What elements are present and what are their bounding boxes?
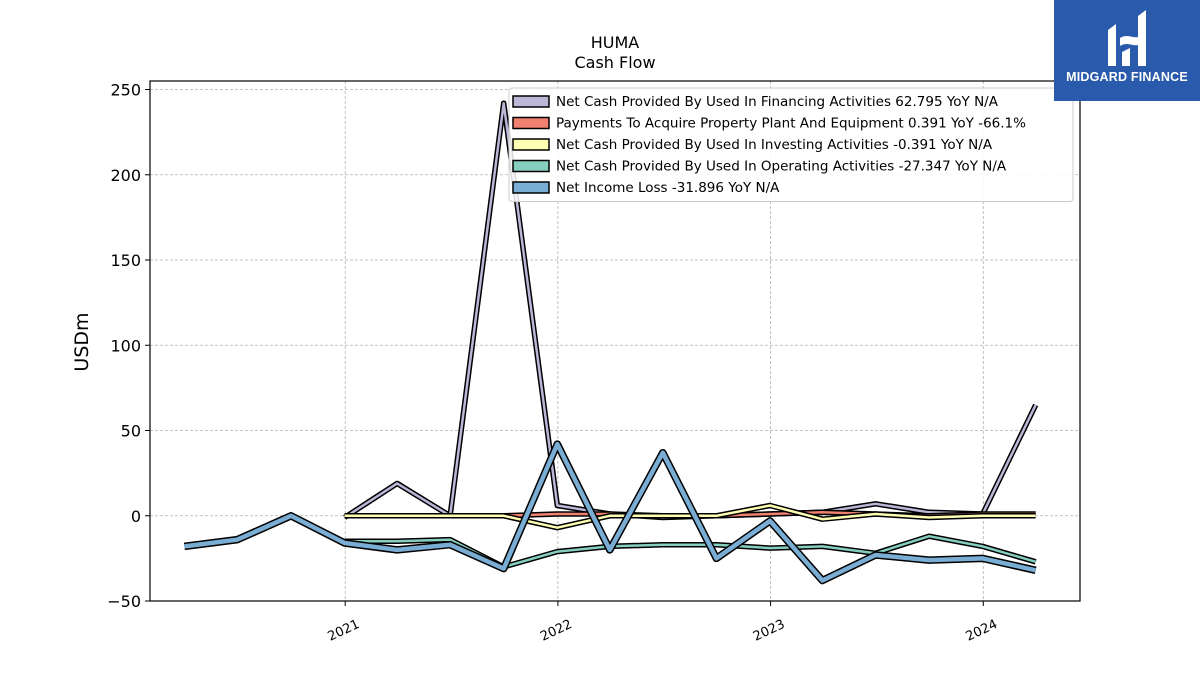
x-tick-label: 2022 (538, 617, 574, 645)
legend: Net Cash Provided By Used In Financing A… (508, 87, 1074, 202)
y-tick-label: 0 (131, 507, 141, 526)
x-tick-label: 2024 (964, 617, 1000, 645)
legend-swatch (512, 159, 550, 173)
legend-label: Net Cash Provided By Used In Investing A… (556, 137, 993, 153)
legend-label: Payments To Acquire Property Plant And E… (556, 116, 1026, 132)
legend-label: Net Cash Provided By Used In Operating A… (556, 159, 1007, 175)
chart-title: HUMA (591, 33, 640, 52)
series-line (344, 534, 1037, 569)
y-tick-label: 200 (110, 166, 141, 185)
series-net-income-loss (183, 440, 1037, 585)
legend-swatch (512, 95, 550, 108)
series-net-cash-provided-by-used-in-investing-activities (344, 502, 1036, 531)
legend-label: Net Cash Provided By Used In Financing A… (556, 94, 999, 110)
logo-brand-text: MIDGARD FINANCE (1066, 70, 1188, 84)
legend-box (508, 87, 1074, 202)
legend-swatch (512, 116, 550, 130)
series-layer (183, 100, 1039, 585)
legend-swatch (512, 181, 550, 194)
x-tick-label: 2023 (751, 617, 787, 645)
y-tick-label: −50 (107, 592, 141, 611)
plot-frame (149, 80, 1081, 602)
legend-swatch (512, 138, 550, 151)
y-tick-label: 250 (110, 81, 141, 100)
series-line (344, 504, 1036, 529)
series-net-cash-provided-by-used-in-operating-activities (344, 533, 1037, 570)
y-tick-label: 150 (110, 251, 141, 270)
y-tick-label: 100 (110, 336, 141, 355)
midgard-finance-logo: MIDGARD FINANCE (1054, 0, 1200, 101)
x-tick-label: 2021 (326, 617, 362, 645)
y-axis-label: USDm (71, 312, 93, 371)
chart-subtitle: Cash Flow (574, 53, 655, 72)
y-tick-label: 50 (121, 422, 141, 441)
axes: −50 0 50 100 150 200 250 2021 2022 2023 2024 (107, 81, 1000, 645)
legend-label: Net Income Loss -31.896 YoY N/A (556, 180, 780, 196)
midgard-logo-icon (1108, 10, 1146, 66)
series-line (184, 441, 1037, 583)
